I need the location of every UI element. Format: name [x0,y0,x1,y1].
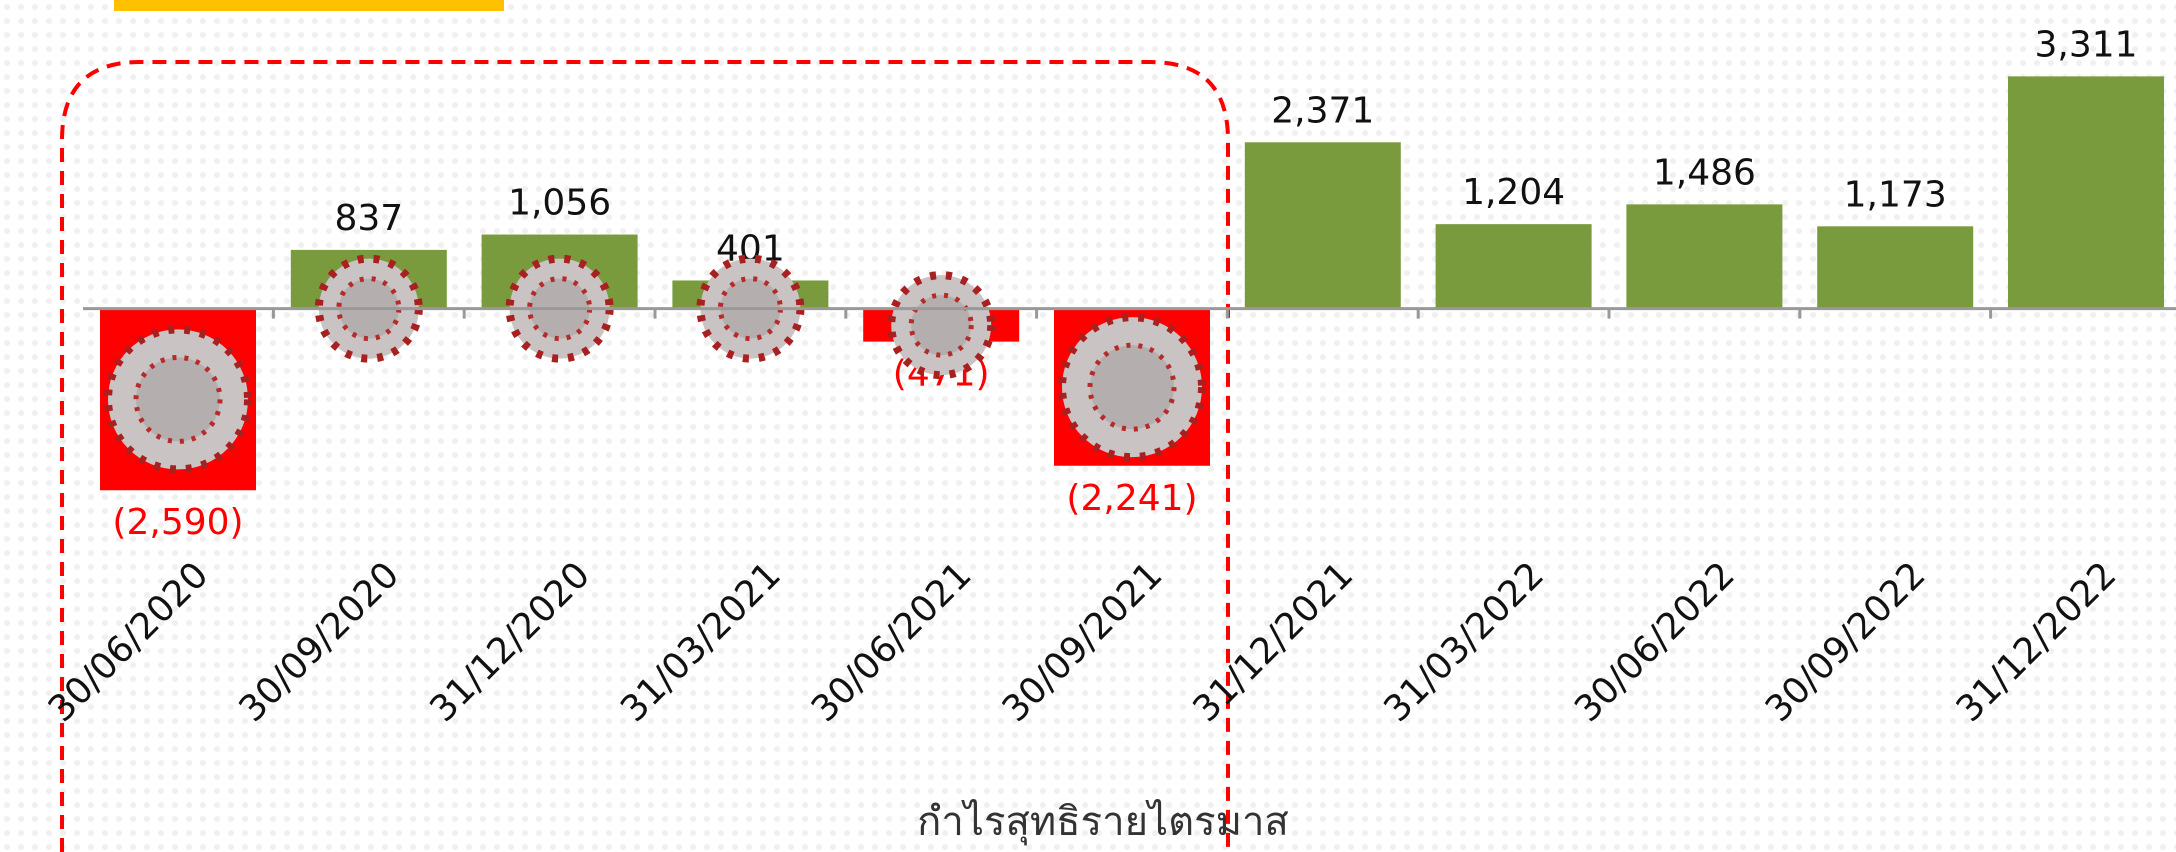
plot: (2,590)30/06/202083730/09/20201,05631/12… [41,24,2176,730]
virus-icon [1087,342,1177,432]
title-accent [114,0,504,11]
data-label: 1,486 [1653,152,1756,193]
data-label: (2,590) [112,502,243,543]
bar [2008,76,2164,309]
data-label: 2,371 [1271,90,1374,131]
data-label: 1,056 [508,183,611,224]
data-label: 1,204 [1462,172,1565,213]
x-axis-title: กำไรสุทธิรายไตรมาส [917,799,1289,846]
data-label: 3,311 [2034,24,2137,65]
bar [1626,204,1783,309]
data-label: 837 [334,198,403,239]
data-label: (2,241) [1066,478,1197,519]
virus-icon [908,292,974,358]
virus-icon [133,354,223,444]
highlight-frame [60,60,1230,852]
bar [1244,142,1401,309]
bar [1817,226,1974,309]
bar [1435,224,1592,309]
data-label: 1,173 [1844,174,1947,215]
